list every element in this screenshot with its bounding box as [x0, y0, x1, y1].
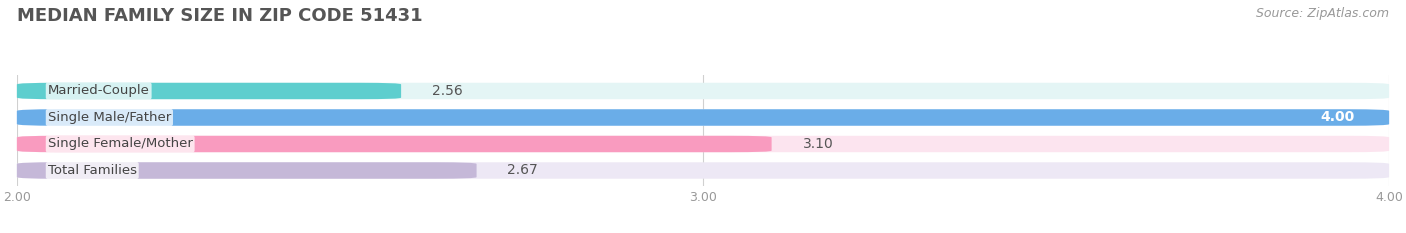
FancyBboxPatch shape	[17, 162, 477, 179]
Text: 4.00: 4.00	[1320, 110, 1355, 124]
Text: Single Male/Father: Single Male/Father	[48, 111, 172, 124]
Text: Married-Couple: Married-Couple	[48, 85, 149, 97]
Text: Source: ZipAtlas.com: Source: ZipAtlas.com	[1256, 7, 1389, 20]
Text: 2.56: 2.56	[432, 84, 463, 98]
Text: MEDIAN FAMILY SIZE IN ZIP CODE 51431: MEDIAN FAMILY SIZE IN ZIP CODE 51431	[17, 7, 422, 25]
Text: Total Families: Total Families	[48, 164, 136, 177]
FancyBboxPatch shape	[17, 83, 401, 99]
FancyBboxPatch shape	[17, 83, 1389, 99]
FancyBboxPatch shape	[17, 162, 1389, 179]
FancyBboxPatch shape	[17, 136, 1389, 152]
FancyBboxPatch shape	[17, 109, 1389, 126]
FancyBboxPatch shape	[17, 136, 772, 152]
Text: Single Female/Mother: Single Female/Mother	[48, 137, 193, 151]
FancyBboxPatch shape	[17, 109, 1389, 126]
Text: 2.67: 2.67	[508, 164, 538, 178]
Text: 3.10: 3.10	[803, 137, 834, 151]
